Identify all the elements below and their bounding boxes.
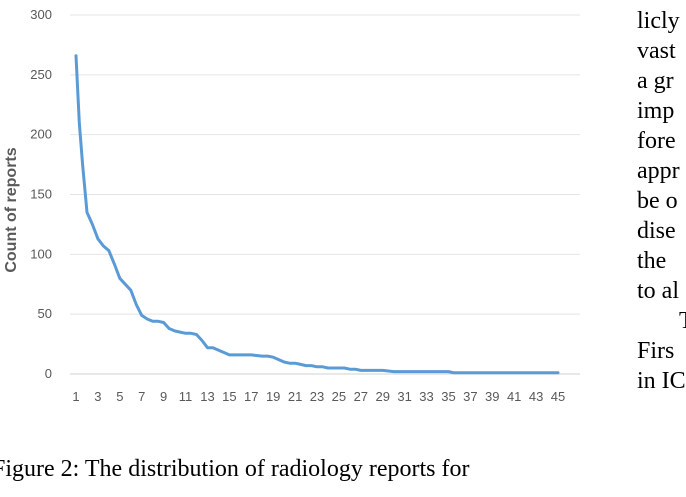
x-tick-label: 3 bbox=[94, 389, 101, 404]
figure-caption: Figure 2: The distribution of radiology … bbox=[0, 456, 470, 482]
x-tick-label: 1 bbox=[72, 389, 79, 404]
y-tick-label: 50 bbox=[38, 306, 52, 321]
y-tick-label: 100 bbox=[30, 246, 52, 261]
x-axis-ticks: 1 3 5 7 9 11 13 15 17 19 21 23 25 27 29 31 33 35 37 39 41 43 4… bbox=[72, 389, 565, 404]
x-tick-label: 23 bbox=[310, 389, 324, 404]
x-tick-label: 37 bbox=[463, 389, 477, 404]
y-tick-label: 200 bbox=[30, 127, 52, 142]
side-text-line: T bbox=[637, 306, 686, 336]
y-axis-ticks: 0 50 100 150 200 250 300 bbox=[30, 7, 52, 381]
x-tick-label: 45 bbox=[551, 389, 565, 404]
y-tick-label: 150 bbox=[30, 187, 52, 202]
x-tick-label: 15 bbox=[222, 389, 236, 404]
side-text-line: fore bbox=[637, 128, 676, 154]
series-line bbox=[74, 54, 560, 375]
x-tick-label: 43 bbox=[529, 389, 543, 404]
side-text-line: the bbox=[637, 248, 667, 274]
y-tick-label: 0 bbox=[45, 366, 52, 381]
cropped-body-text: licly vast a gr imp fore appr be o dise the to al… bbox=[637, 6, 686, 396]
side-text-line: be o bbox=[637, 188, 678, 214]
x-tick-label: 31 bbox=[397, 389, 411, 404]
x-tick-label: 33 bbox=[419, 389, 433, 404]
series-layer bbox=[74, 54, 560, 375]
x-tick-label: 29 bbox=[375, 389, 389, 404]
x-tick-label: 5 bbox=[116, 389, 123, 404]
gridlines bbox=[70, 14, 580, 375]
x-tick-label: 13 bbox=[200, 389, 214, 404]
side-text-line: imp bbox=[637, 98, 675, 124]
side-text-line: appr bbox=[637, 158, 680, 184]
side-text-line: in IC bbox=[637, 368, 686, 394]
x-tick-label: 41 bbox=[507, 389, 521, 404]
x-tick-label: 17 bbox=[244, 389, 258, 404]
x-tick-label: 7 bbox=[138, 389, 145, 404]
x-tick-label: 27 bbox=[354, 389, 368, 404]
side-text-line: a gr bbox=[637, 68, 674, 94]
x-tick-label: 25 bbox=[332, 389, 346, 404]
y-axis-label: Count of reports bbox=[3, 147, 20, 272]
x-tick-label: 21 bbox=[288, 389, 302, 404]
x-tick-label: 39 bbox=[485, 389, 499, 404]
side-text-line: licly bbox=[637, 8, 680, 34]
side-text-line: vast bbox=[637, 38, 676, 64]
x-tick-label: 19 bbox=[266, 389, 280, 404]
side-text-line: to al bbox=[637, 278, 679, 304]
y-tick-label: 300 bbox=[30, 7, 52, 22]
side-text-line: dise bbox=[637, 218, 676, 244]
x-tick-label: 35 bbox=[441, 389, 455, 404]
x-tick-label: 9 bbox=[160, 389, 167, 404]
x-tick-label: 11 bbox=[179, 389, 193, 404]
y-tick-label: 250 bbox=[30, 67, 52, 82]
side-text-line: Firs bbox=[637, 338, 675, 364]
